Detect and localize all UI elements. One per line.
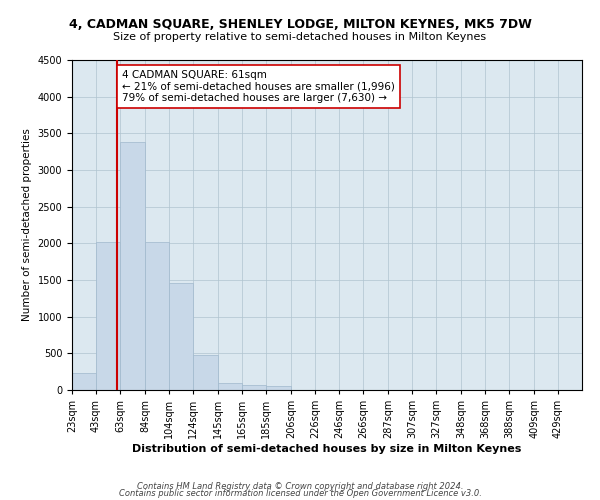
Text: Contains public sector information licensed under the Open Government Licence v3: Contains public sector information licen… xyxy=(119,489,481,498)
Text: 4 CADMAN SQUARE: 61sqm
← 21% of semi-detached houses are smaller (1,996)
79% of : 4 CADMAN SQUARE: 61sqm ← 21% of semi-det… xyxy=(122,70,395,103)
Bar xyxy=(145,242,169,390)
Bar xyxy=(242,384,266,390)
Bar xyxy=(218,382,242,390)
Text: Contains HM Land Registry data © Crown copyright and database right 2024.: Contains HM Land Registry data © Crown c… xyxy=(137,482,463,491)
Bar xyxy=(193,355,218,390)
X-axis label: Distribution of semi-detached houses by size in Milton Keynes: Distribution of semi-detached houses by … xyxy=(133,444,521,454)
Text: 4, CADMAN SQUARE, SHENLEY LODGE, MILTON KEYNES, MK5 7DW: 4, CADMAN SQUARE, SHENLEY LODGE, MILTON … xyxy=(68,18,532,30)
Y-axis label: Number of semi-detached properties: Number of semi-detached properties xyxy=(22,128,32,322)
Bar xyxy=(72,373,96,390)
Bar xyxy=(266,386,291,390)
Bar xyxy=(169,283,193,390)
Bar xyxy=(120,142,145,390)
Text: Size of property relative to semi-detached houses in Milton Keynes: Size of property relative to semi-detach… xyxy=(113,32,487,42)
Bar xyxy=(96,242,120,390)
